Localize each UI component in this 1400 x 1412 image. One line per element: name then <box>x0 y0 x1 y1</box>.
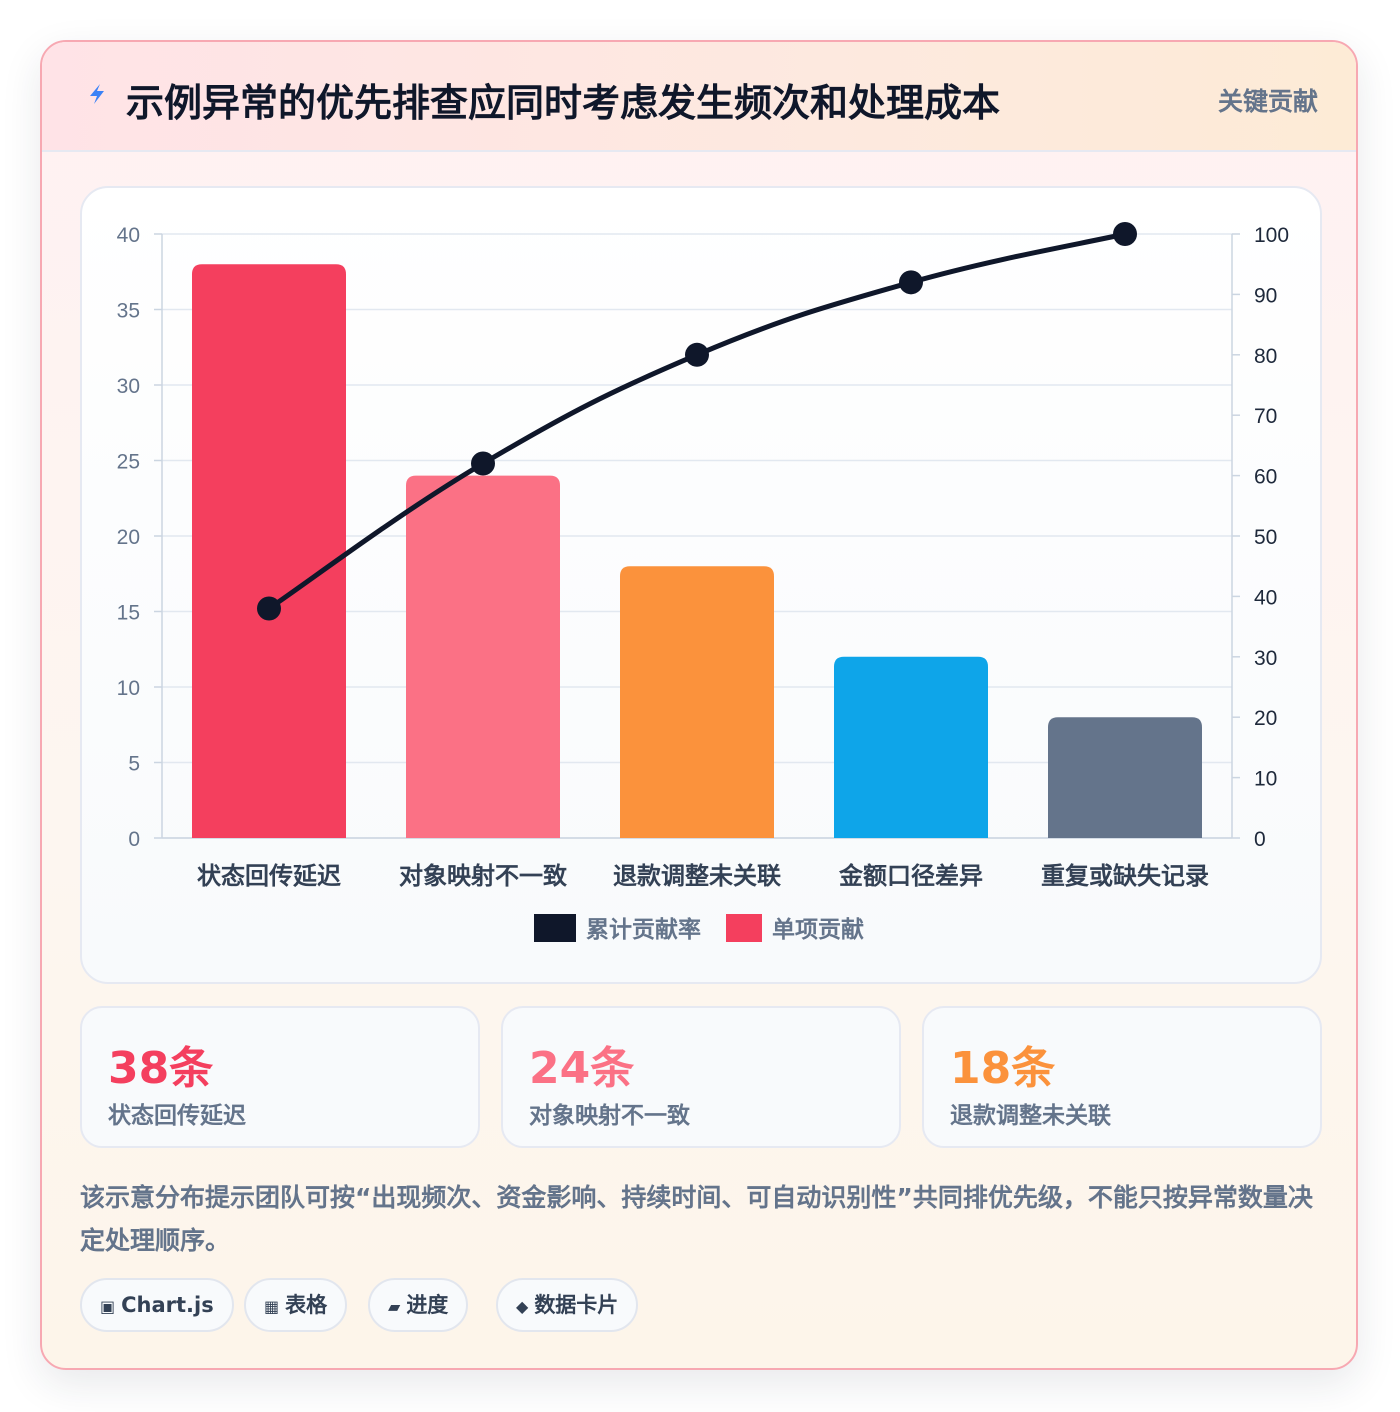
y-right-tick-label: 10 <box>1254 768 1277 791</box>
stat-label: 对象映射不一致 <box>529 1103 690 1129</box>
y-right-tick-label: 30 <box>1254 647 1277 670</box>
y-left-tick-label: 20 <box>117 526 140 549</box>
report-card: 示例异常的优先排查应同时考虑发生频次和处理成本 关键贡献 0 5 10 15 20 25 3… <box>40 40 1358 1370</box>
y-left-tick-label: 35 <box>117 300 140 323</box>
diamond-icon: ◆ <box>516 1297 529 1316</box>
stat-value: 18条 <box>950 1043 1056 1094</box>
stat-label: 退款调整未关联 <box>950 1103 1111 1129</box>
y-left-tick-label: 15 <box>117 602 140 625</box>
y-left-tick-label: 10 <box>117 677 140 700</box>
legend-label: 单项贡献 <box>772 917 864 943</box>
y-left-tick-label: 5 <box>128 753 140 776</box>
y-left-tick-label: 40 <box>117 224 140 247</box>
legend-label: 累计贡献率 <box>586 916 701 943</box>
chip-progress[interactable]: ▰ 进度 <box>368 1278 469 1332</box>
square-icon: ▣ <box>100 1297 116 1316</box>
y-right-tick-label: 70 <box>1254 405 1277 428</box>
x-tick-label: 退款调整未关联 <box>613 862 781 890</box>
line-point <box>471 451 495 476</box>
y-left-tick-label: 0 <box>128 828 140 851</box>
bar <box>620 566 774 838</box>
line-point <box>1113 222 1137 246</box>
line-point <box>257 596 281 621</box>
stat-card-1: 38条 状态回传延迟 <box>80 1006 480 1148</box>
x-tick-label: 对象映射不一致 <box>399 862 568 890</box>
chip-data-card[interactable]: ◆ 数据卡片 <box>496 1278 639 1332</box>
page-title: 示例异常的优先排查应同时考虑发生频次和处理成本 <box>126 81 1001 125</box>
line-point <box>899 270 923 295</box>
y-right-tick-label: 80 <box>1254 345 1277 368</box>
progress-icon: ▰ <box>388 1297 401 1316</box>
bar <box>834 656 988 838</box>
stat-value: 38条 <box>108 1043 214 1094</box>
grid-icon: ▦ <box>264 1297 280 1316</box>
note-text: 该示意分布提示团队可按“出现频次、资金影响、持续时间、可自动识别性”共同排优先级… <box>80 1183 1313 1255</box>
stat-card-3: 18条 退款调整未关联 <box>922 1006 1322 1148</box>
bar <box>406 475 560 838</box>
legend-swatch <box>726 914 762 942</box>
legend-swatch <box>534 914 576 942</box>
chip-label: 数据卡片 <box>534 1293 619 1317</box>
pareto-chart: 0 5 10 15 20 25 30 35 40 0 10 20 30 40 50 60 70 80 90 100 状态… <box>117 222 1289 943</box>
y-right-tick-label: 50 <box>1254 526 1277 549</box>
x-tick-label: 金额口径差异 <box>838 862 983 890</box>
y-left-tick-label: 30 <box>117 375 140 398</box>
stat-label: 状态回传延迟 <box>108 1103 246 1129</box>
line-point <box>685 342 709 367</box>
cumulative-line <box>266 231 1128 611</box>
x-tick-label: 重复或缺失记录 <box>1041 862 1209 890</box>
chip-label: Chart.js <box>121 1293 214 1317</box>
header-tag: 关键贡献 <box>1217 87 1318 116</box>
bar <box>1048 717 1202 838</box>
x-tick-label: 状态回传延迟 <box>197 862 341 890</box>
y-right-tick-label: 100 <box>1254 224 1289 247</box>
chip-table[interactable]: ▦ 表格 <box>244 1278 348 1332</box>
stat-value: 24条 <box>529 1043 635 1094</box>
y-right-tick-label: 40 <box>1254 586 1277 609</box>
y-right-tick-label: 90 <box>1254 284 1277 307</box>
bar <box>192 264 346 838</box>
y-left-tick-label: 25 <box>117 451 140 474</box>
lightning-bolt-icon <box>90 84 104 104</box>
chip-label: 表格 <box>285 1293 328 1317</box>
chip-label: 进度 <box>406 1293 449 1317</box>
y-right-tick-label: 0 <box>1254 828 1266 851</box>
stat-card-2: 24条 对象映射不一致 <box>501 1006 901 1148</box>
chart-panel: 0 5 10 15 20 25 30 35 40 0 10 20 30 40 50 60 70 80 90 100 状态… <box>80 186 1322 984</box>
y-right-tick-label: 20 <box>1254 707 1277 730</box>
y-right-tick-label: 60 <box>1254 466 1277 489</box>
chip-chartjs[interactable]: ▣ Chart.js <box>80 1278 234 1332</box>
card-header: 示例异常的优先排查应同时考虑发生频次和处理成本 关键贡献 <box>42 42 1356 152</box>
